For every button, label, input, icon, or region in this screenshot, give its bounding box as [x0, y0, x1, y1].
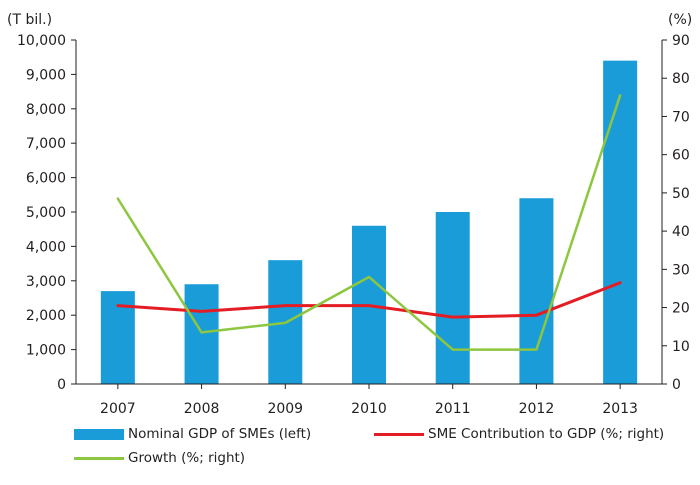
left-tick-label: 7,000 — [26, 136, 66, 152]
left-tick-label: 10,000 — [17, 33, 66, 49]
legend-item-growth: Growth (%; right) — [74, 450, 245, 466]
x-tick-label: 2007 — [100, 401, 136, 417]
x-tick-label: 2010 — [351, 401, 387, 417]
x-tick-label: 2008 — [184, 401, 220, 417]
bar-2008 — [184, 284, 219, 384]
left-tick-label: 6,000 — [26, 171, 66, 187]
legend-item-gdp: Nominal GDP of SMEs (left) — [74, 426, 311, 442]
left-tick-label: 3,000 — [26, 274, 66, 290]
left-tick-label: 2,000 — [26, 308, 66, 324]
x-tick-label: 2012 — [519, 401, 555, 417]
right-tick-label: 40 — [672, 224, 690, 240]
right-tick-label: 30 — [672, 262, 690, 278]
left-tick-label: 4,000 — [26, 239, 66, 255]
left-tick-label: 1,000 — [26, 343, 66, 359]
right-tick-label: 0 — [672, 377, 681, 393]
legend-label-contribution: SME Contribution to GDP (%; right) — [428, 426, 665, 442]
left-tick-label: 9,000 — [26, 67, 66, 83]
right-tick-label: 70 — [672, 109, 690, 125]
right-tick-label: 80 — [672, 71, 690, 87]
left-tick-label: 8,000 — [26, 102, 66, 118]
left-axis-title: (T bil.) — [7, 12, 52, 28]
x-tick-label: 2009 — [267, 401, 303, 417]
legend-item-contribution: SME Contribution to GDP (%; right) — [374, 426, 664, 442]
x-tick-label: 2013 — [602, 401, 638, 417]
legend-swatch-gdp — [74, 428, 124, 440]
left-tick-label: 5,000 — [26, 205, 66, 221]
legend-swatch-growth — [74, 456, 124, 460]
right-tick-label: 20 — [672, 301, 690, 317]
legend: Nominal GDP of SMEs (left) SME Contribut… — [74, 424, 684, 474]
bar-2011 — [435, 212, 470, 384]
right-axis-title: (%) — [668, 12, 692, 28]
legend-swatch-contribution — [374, 432, 424, 436]
legend-label-gdp: Nominal GDP of SMEs (left) — [128, 426, 312, 442]
right-tick-label: 90 — [672, 33, 690, 49]
bar-2013 — [603, 60, 638, 384]
chart: 0 1,000 2,000 3,000 4,000 5,000 6,000 7,000 8,00… — [7, 12, 692, 417]
right-tick-label: 10 — [672, 339, 690, 355]
left-tick-label: 0 — [57, 377, 66, 393]
right-tick-label: 60 — [672, 148, 690, 164]
right-tick-label: 50 — [672, 186, 690, 202]
bar-2012 — [519, 198, 554, 384]
legend-label-growth: Growth (%; right) — [128, 450, 246, 466]
x-tick-label: 2011 — [435, 401, 471, 417]
